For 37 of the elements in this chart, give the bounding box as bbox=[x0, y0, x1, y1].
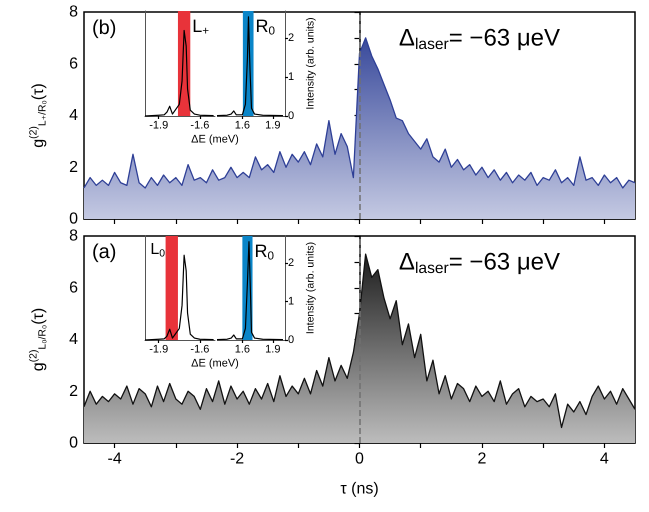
x-tick-label: 1.6 bbox=[234, 120, 250, 132]
x-tick-label: 1.9 bbox=[265, 344, 280, 356]
x-tick-label: -1.9 bbox=[149, 344, 168, 356]
x-axis-title: ΔE (meV) bbox=[191, 134, 239, 146]
y-tick-label: 0 bbox=[69, 210, 78, 228]
y-tick-label: 8 bbox=[69, 4, 78, 20]
y-tick-label: 2 bbox=[69, 382, 78, 400]
x-axis-title: ΔE (meV) bbox=[191, 358, 239, 370]
y-axis-title: Intensity (arb. units) bbox=[304, 17, 317, 110]
x-tick-label: -1.6 bbox=[190, 120, 210, 132]
y-tick-label: 0 bbox=[69, 434, 78, 452]
y-tick-label: 0 bbox=[288, 110, 294, 122]
y-tick-label: 6 bbox=[69, 279, 78, 296]
y-tick-label: 6 bbox=[69, 55, 78, 72]
y-tick-label: 1 bbox=[288, 71, 294, 84]
x-tick-label: 1.9 bbox=[265, 120, 280, 132]
annotation: (b) bbox=[92, 17, 116, 39]
y-tick-label: 2 bbox=[69, 158, 78, 176]
y-axis-title: g(2)L₊/R₀(τ) bbox=[28, 83, 48, 148]
x-tick-label: 2 bbox=[477, 450, 486, 468]
x-tick-label: -4 bbox=[107, 450, 122, 468]
annotation: (a) bbox=[92, 241, 116, 263]
x-tick-label: -2 bbox=[230, 450, 244, 468]
x-axis-title: τ (ns) bbox=[340, 480, 379, 498]
x-tick-label: 0 bbox=[355, 450, 364, 468]
y-tick-label: 2 bbox=[288, 256, 294, 269]
x-tick-label: 4 bbox=[600, 450, 609, 468]
x-tick-label: -1.6 bbox=[190, 344, 210, 356]
y-axis-title: Intensity (arb. units) bbox=[304, 242, 317, 334]
band-label: L+ bbox=[192, 16, 210, 38]
y-tick-label: 0 bbox=[288, 334, 294, 346]
x-tick-label: 1.6 bbox=[234, 344, 250, 356]
y-tick-label: 2 bbox=[288, 32, 294, 44]
y-axis-title: g(2)L₀/R₀(τ) bbox=[28, 308, 48, 372]
y-tick-label: 1 bbox=[288, 295, 294, 308]
x-tick-label: -1.9 bbox=[149, 120, 168, 132]
y-tick-label: 8 bbox=[69, 228, 78, 244]
